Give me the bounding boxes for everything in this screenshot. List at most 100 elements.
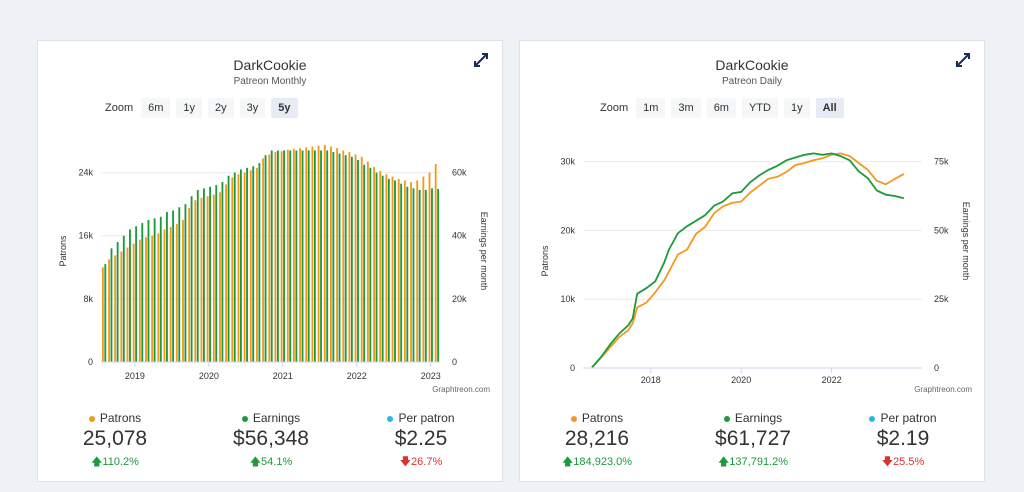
- bar-earnings: [252, 166, 255, 362]
- bar-earnings: [116, 242, 119, 362]
- monthly-chart: 0 8k 16k 24k 0 20k 40k 60k Patrons Earnings per m…: [58, 144, 490, 394]
- bar-earnings: [381, 175, 384, 362]
- bar-patrons: [108, 259, 110, 362]
- bar-patrons: [194, 200, 197, 362]
- y-tick-label: 30k: [560, 157, 575, 167]
- bar-patrons: [200, 197, 203, 362]
- zoom-6m-button[interactable]: 6m: [706, 98, 736, 118]
- bar-earnings: [320, 150, 322, 362]
- daily-chart: 0 10k 20k 30k 0 25k 50k 75k Patrons Earnings per …: [540, 152, 972, 394]
- y-tick-label: 20k: [560, 225, 575, 235]
- stats-row: Patrons 28,216 🡅184,923.0% Earnings $61,…: [520, 411, 986, 475]
- bar-patrons: [323, 144, 326, 362]
- monthly-chart-card: DarkCookie Patreon Monthly Zoom 6m 1y 2y…: [37, 40, 503, 482]
- y-tick-label: 0: [570, 363, 575, 373]
- bar-earnings: [424, 189, 427, 362]
- bar-patrons: [391, 176, 394, 362]
- patrons-dot-icon: [570, 415, 577, 422]
- bar-patrons: [280, 151, 283, 362]
- credit-label: Graphtreon.com: [914, 385, 972, 394]
- bar-earnings: [400, 183, 403, 362]
- bar-patrons: [434, 164, 437, 362]
- stat-label: Patrons: [581, 411, 624, 425]
- zoom-1m-button[interactable]: 1m: [636, 98, 666, 118]
- zoom-all-button[interactable]: All: [815, 98, 844, 118]
- bar-earnings: [129, 229, 131, 362]
- bar-patrons: [397, 178, 400, 362]
- zoom-3m-button[interactable]: 3m: [671, 98, 701, 118]
- y-tick-label: 8k: [83, 294, 93, 304]
- bar-patrons: [336, 148, 338, 362]
- zoom-ytd-button[interactable]: YTD: [741, 98, 778, 118]
- x-tick-label: 2019: [125, 371, 145, 381]
- bar-patrons: [354, 154, 357, 362]
- per-patron-dot-icon: [387, 415, 394, 422]
- bar-patrons: [403, 180, 406, 362]
- bar-patrons: [373, 167, 375, 362]
- x-tick-label: 2018: [641, 375, 661, 385]
- expand-icon[interactable]: [956, 53, 970, 67]
- bar-patrons: [249, 170, 252, 362]
- bar-patrons: [305, 147, 308, 362]
- zoom-bar: Zoom 6m 1y 2y 3y 5y: [105, 98, 304, 118]
- zoom-1y-button[interactable]: 1y: [176, 98, 203, 118]
- bar-earnings: [375, 172, 378, 362]
- stat-per-patron: Per patron $2.19 🡇25.5%: [828, 411, 978, 472]
- bar-patrons: [256, 167, 258, 362]
- stat-value: $61,727: [715, 427, 791, 450]
- stat-value: 28,216: [564, 427, 630, 450]
- bar-earnings: [295, 150, 298, 362]
- bar-patrons: [138, 239, 141, 362]
- bar-patrons: [225, 184, 228, 362]
- bar-patrons: [206, 196, 209, 362]
- bar-patrons: [212, 194, 215, 362]
- bar-patrons: [120, 251, 123, 362]
- y2-axis-title: Earnings per month: [479, 212, 489, 291]
- bar-earnings: [394, 180, 396, 362]
- bar-earnings: [264, 155, 267, 362]
- bar-patrons: [342, 150, 345, 362]
- bar-earnings: [110, 248, 113, 362]
- chart-title: DarkCookie: [233, 57, 307, 73]
- stat-change: 54.1%: [261, 456, 293, 468]
- bar-patrons: [145, 237, 147, 362]
- zoom-1y-button[interactable]: 1y: [783, 98, 810, 118]
- bar-patrons: [299, 148, 302, 362]
- arrow-up-icon: 🡅: [561, 456, 574, 468]
- bar-earnings: [147, 219, 150, 362]
- bar-earnings: [104, 264, 107, 362]
- bar-earnings: [270, 150, 273, 362]
- stat-label: Earnings: [252, 411, 301, 425]
- stat-earnings: Earnings $61,727 🡅137,791.2%: [678, 411, 828, 472]
- y2-tick-label: 40k: [452, 231, 467, 241]
- bar-earnings: [209, 186, 212, 362]
- bar-earnings: [357, 159, 359, 362]
- zoom-5y-button[interactable]: 5y: [271, 98, 298, 118]
- zoom-6m-button[interactable]: 6m: [141, 98, 171, 118]
- arrow-down-icon: 🡇: [881, 456, 894, 468]
- zoom-3y-button[interactable]: 3y: [239, 98, 266, 118]
- line-earnings: [591, 152, 905, 368]
- bar-patrons: [237, 174, 240, 362]
- bar-earnings: [301, 150, 304, 362]
- expand-icon[interactable]: [474, 53, 488, 67]
- x-tick-label: 2021: [273, 371, 293, 381]
- bar-patrons: [151, 235, 154, 362]
- x-tick-label: 2022: [347, 371, 367, 381]
- zoom-bar: Zoom 1m 3m 6m YTD 1y All: [600, 98, 850, 118]
- arrow-down-icon: 🡇: [399, 456, 412, 468]
- bar-patrons: [101, 267, 104, 362]
- bar-patrons: [329, 146, 332, 362]
- stat-per-patron: Per patron $2.25 🡇26.7%: [346, 411, 496, 472]
- bar-patrons: [286, 149, 289, 362]
- stat-patrons: Patrons 28,216 🡅184,923.0%: [522, 411, 672, 472]
- stat-change: 26.7%: [411, 456, 443, 468]
- per-patron-dot-icon: [869, 415, 876, 422]
- bar-earnings: [196, 189, 199, 362]
- bar-patrons: [293, 148, 295, 362]
- zoom-2y-button[interactable]: 2y: [208, 98, 234, 118]
- x-tick-label: 2020: [199, 371, 219, 381]
- bar-earnings: [184, 204, 187, 362]
- arrow-up-icon: 🡅: [91, 456, 103, 468]
- bar-patrons: [317, 145, 320, 362]
